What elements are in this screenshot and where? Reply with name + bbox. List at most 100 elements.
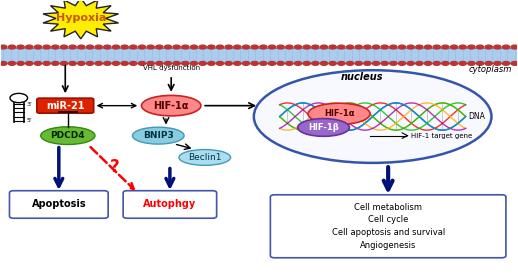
Circle shape (355, 45, 362, 49)
Circle shape (268, 45, 276, 49)
Circle shape (225, 45, 232, 49)
Circle shape (8, 45, 16, 49)
Circle shape (34, 45, 41, 49)
Circle shape (468, 61, 475, 65)
Circle shape (234, 61, 241, 65)
Circle shape (242, 45, 250, 49)
Circle shape (121, 45, 128, 49)
Circle shape (78, 61, 85, 65)
Circle shape (10, 93, 27, 103)
Circle shape (130, 45, 137, 49)
Circle shape (416, 45, 423, 49)
Circle shape (459, 45, 466, 49)
Text: 3': 3' (26, 102, 33, 107)
Text: DNA: DNA (468, 112, 485, 121)
Text: Beclin1: Beclin1 (188, 153, 222, 162)
Circle shape (372, 45, 380, 49)
Circle shape (130, 61, 137, 65)
Circle shape (17, 45, 24, 49)
Circle shape (294, 61, 301, 65)
Text: nucleus: nucleus (341, 72, 383, 82)
Circle shape (321, 61, 327, 65)
Circle shape (390, 61, 397, 65)
Circle shape (17, 61, 24, 65)
Circle shape (87, 61, 94, 65)
Text: ?: ? (109, 158, 119, 176)
Circle shape (147, 45, 154, 49)
Circle shape (459, 61, 466, 65)
Circle shape (121, 61, 128, 65)
Circle shape (286, 45, 293, 49)
Text: VHL dysfunction: VHL dysfunction (142, 65, 200, 72)
Circle shape (43, 61, 50, 65)
Circle shape (164, 45, 171, 49)
Circle shape (182, 61, 189, 65)
Circle shape (468, 45, 475, 49)
Text: HIF-1α: HIF-1α (324, 109, 354, 118)
Text: 5': 5' (26, 118, 32, 123)
Circle shape (78, 45, 85, 49)
Circle shape (208, 61, 215, 65)
Circle shape (260, 61, 267, 65)
Circle shape (234, 45, 241, 49)
Circle shape (0, 61, 7, 65)
Circle shape (477, 45, 484, 49)
Circle shape (329, 61, 336, 65)
Circle shape (0, 45, 7, 49)
Circle shape (217, 45, 224, 49)
Circle shape (355, 61, 362, 65)
Circle shape (217, 61, 224, 65)
Circle shape (407, 45, 414, 49)
Circle shape (52, 45, 59, 49)
Circle shape (364, 61, 371, 65)
Text: Hypoxia: Hypoxia (55, 13, 106, 23)
Circle shape (494, 45, 501, 49)
Ellipse shape (179, 150, 231, 165)
Circle shape (442, 61, 449, 65)
Circle shape (338, 45, 345, 49)
Ellipse shape (308, 103, 370, 124)
Circle shape (225, 61, 232, 65)
Ellipse shape (298, 119, 350, 136)
Ellipse shape (41, 127, 95, 144)
Circle shape (424, 45, 431, 49)
Ellipse shape (133, 127, 184, 144)
Circle shape (268, 61, 276, 65)
Circle shape (104, 45, 111, 49)
Ellipse shape (254, 70, 492, 163)
Circle shape (156, 45, 163, 49)
Ellipse shape (141, 95, 201, 116)
Circle shape (511, 61, 518, 65)
Circle shape (303, 45, 310, 49)
Circle shape (242, 61, 250, 65)
FancyBboxPatch shape (37, 98, 94, 113)
Circle shape (398, 45, 406, 49)
Text: BNIP3: BNIP3 (143, 131, 174, 140)
Circle shape (477, 61, 484, 65)
Circle shape (147, 61, 154, 65)
Circle shape (321, 45, 327, 49)
Text: Autophgy: Autophgy (143, 199, 196, 209)
Circle shape (60, 45, 67, 49)
Circle shape (43, 45, 50, 49)
Circle shape (485, 45, 492, 49)
Circle shape (277, 61, 284, 65)
Circle shape (104, 61, 111, 65)
Circle shape (442, 45, 449, 49)
Circle shape (303, 61, 310, 65)
Circle shape (251, 45, 258, 49)
Circle shape (381, 61, 388, 65)
Circle shape (69, 61, 76, 65)
Text: Apoptosis: Apoptosis (32, 199, 86, 209)
Circle shape (294, 45, 301, 49)
Circle shape (173, 45, 180, 49)
Circle shape (347, 61, 354, 65)
Circle shape (511, 45, 518, 49)
Circle shape (182, 45, 189, 49)
Circle shape (381, 45, 388, 49)
Circle shape (398, 61, 406, 65)
Circle shape (156, 61, 163, 65)
Circle shape (451, 45, 458, 49)
Circle shape (191, 45, 197, 49)
Circle shape (34, 61, 41, 65)
